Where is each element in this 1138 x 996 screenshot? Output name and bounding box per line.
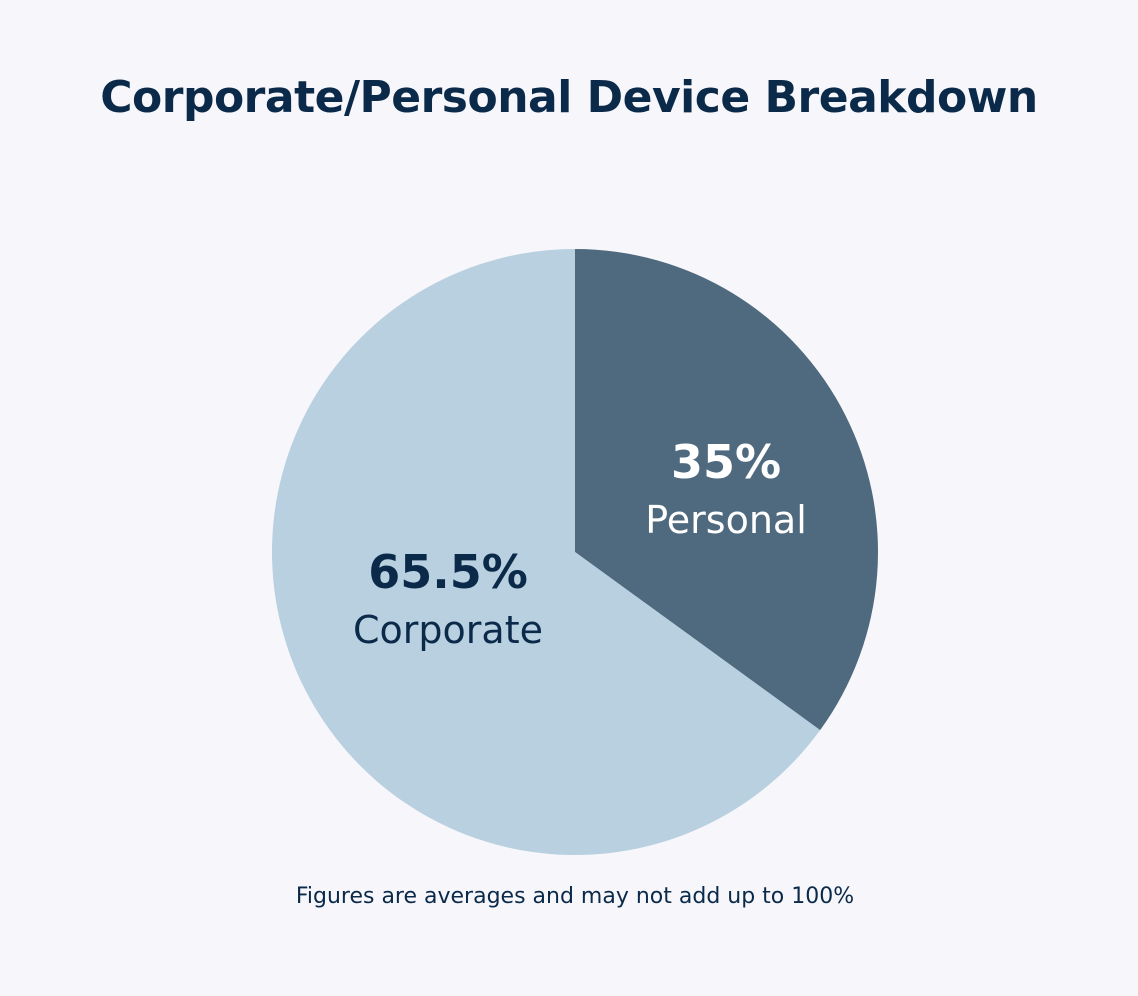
pie-slice-personal: [575, 249, 879, 731]
pie-slice-corporate: [272, 249, 821, 855]
chart-footnote: Figures are averages and may not add up …: [295, 884, 855, 909]
slice-category-label: Personal: [645, 498, 807, 542]
slice-category-label: Corporate: [353, 608, 543, 652]
chart-title: Corporate/Personal Device Breakdown: [100, 72, 1038, 123]
slice-value-label: 65.5%: [368, 545, 528, 599]
slice-value-label: 35%: [671, 435, 781, 489]
